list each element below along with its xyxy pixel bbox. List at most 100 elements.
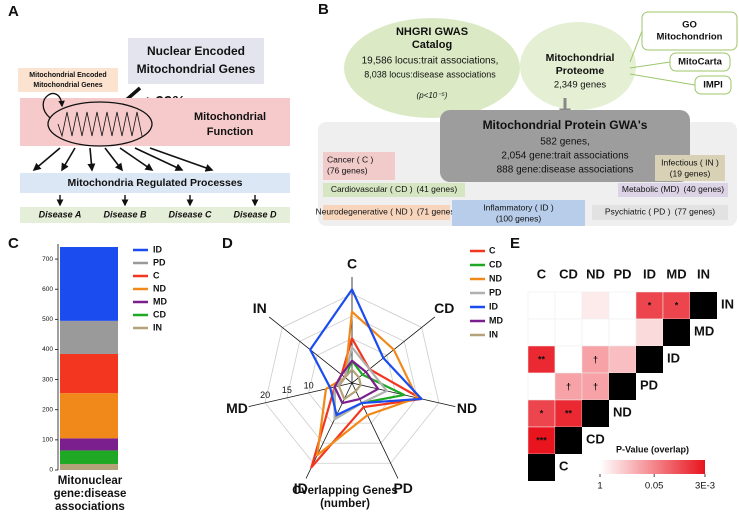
arrow — [61, 147, 76, 172]
diagonal-cell — [636, 346, 663, 373]
diagonal-cell — [609, 373, 636, 400]
diagonal-cell — [528, 454, 555, 481]
diagonal-cell — [582, 400, 609, 427]
y-tick-label: 0 — [49, 467, 53, 474]
processes-band — [20, 173, 290, 193]
bar-segment — [60, 463, 118, 470]
proteome-genes: 2,349 genes — [554, 80, 607, 91]
nuclear-text: Mitochondrial Genes — [137, 62, 256, 76]
bar-segment — [60, 247, 118, 321]
arrow — [119, 147, 154, 171]
source-text: GO — [682, 20, 697, 31]
y-tick-label: 600 — [42, 286, 53, 293]
category-label: MD — [226, 400, 248, 416]
processes-text: Mitochondria Regulated Processes — [67, 177, 242, 189]
y-label: ND — [613, 404, 632, 419]
source-box — [669, 52, 731, 72]
y-label: ID — [667, 350, 680, 365]
class-box — [323, 152, 395, 180]
gwas-ellipse — [344, 18, 520, 118]
legend-label: MD — [489, 315, 503, 325]
heat-cell — [608, 345, 637, 374]
color-tick-label: 3E-3 — [695, 481, 715, 492]
function-text: Mitochondrial — [194, 111, 266, 123]
category-label: IN — [253, 300, 267, 316]
cristae — [57, 111, 143, 138]
legend-label: ND — [153, 283, 166, 293]
class-box — [323, 183, 465, 197]
nuclear-box — [128, 38, 264, 84]
cell-label: * — [540, 408, 544, 418]
class-box — [655, 155, 725, 181]
bar-segment — [60, 320, 118, 354]
legend-label: CD — [153, 309, 166, 319]
class-genes: (71 genes) — [417, 207, 458, 217]
heat-cell — [554, 318, 583, 347]
class-name: Inflammatory ( ID ) — [483, 202, 554, 212]
legend-label: C — [489, 245, 496, 255]
heat-cell — [608, 318, 637, 347]
y-label: PD — [640, 377, 658, 392]
gwas-text: 19,586 locus:trait associations, — [362, 56, 499, 67]
mitochondrion — [47, 101, 153, 147]
panel-label: A — [8, 3, 19, 20]
proteome-title: Mitochondrial — [546, 52, 615, 64]
arrow — [87, 147, 96, 172]
legend-label: ND — [489, 273, 502, 283]
gwa-text: 888 gene:disease associations — [497, 165, 634, 176]
disease-text: Disease A — [39, 209, 82, 219]
legend-label: ID — [489, 301, 499, 311]
arrow — [149, 147, 214, 172]
y-label: CD — [586, 431, 605, 446]
class-genes: (100 genes) — [496, 213, 542, 223]
x-label: CD — [559, 266, 578, 281]
mito-encoded-text: Mitochondrial Encoded — [29, 72, 106, 79]
connector — [629, 73, 696, 86]
cell-label: *** — [536, 435, 547, 445]
x-label: ND — [586, 266, 605, 281]
y-tick-label: 200 — [42, 406, 53, 413]
heat-cell — [635, 318, 664, 347]
class-genes: (40 genes) — [683, 184, 724, 194]
class-box — [618, 183, 728, 197]
color-tick-label: 1 — [597, 481, 602, 492]
class-label: Cardiovascular ( CD ) (41 genes) — [331, 184, 458, 194]
source-box — [694, 75, 732, 95]
class-label: Psychiatric ( PD ) (77 genes) — [605, 207, 715, 217]
feedback-arrow — [42, 93, 65, 119]
cell-label: * — [648, 300, 652, 310]
heat-cell — [581, 345, 610, 374]
gwas-title: Catalog — [412, 39, 452, 51]
class-label: Metabolic (MD) (40 genes) — [622, 184, 724, 194]
cell-label: † — [593, 354, 598, 364]
class-label: Neurodegenerative ( ND ) (71 genes) — [316, 207, 458, 217]
heat-cell — [554, 345, 583, 374]
grid-ring — [264, 293, 440, 464]
bar-segment — [60, 353, 118, 394]
function-text: Function — [207, 126, 254, 138]
nuclear-text: Nuclear Encoded — [147, 44, 245, 58]
x-label: C — [537, 266, 547, 281]
y-label: C — [559, 458, 569, 473]
color-tick-label: 0.05 — [645, 481, 664, 492]
disease-text: Disease B — [103, 209, 147, 219]
class-name: Cardiovascular ( CD ) — [331, 184, 413, 194]
x-label: MD — [666, 266, 686, 281]
class-genes: (77 genes) — [675, 207, 716, 217]
heat-cell — [662, 291, 691, 320]
legend-label: MD — [153, 296, 167, 306]
heat-cell — [527, 318, 556, 347]
x-label: PD — [613, 266, 631, 281]
class-genes: (19 genes) — [670, 168, 711, 178]
gwa-box — [440, 110, 690, 182]
proteome-ellipse — [520, 22, 636, 110]
class-genes: (76 genes) — [327, 165, 368, 175]
source-text: Mitochondrion — [657, 32, 723, 43]
radar-series — [337, 368, 362, 401]
gwa-text: 582 genes, — [540, 137, 590, 148]
radar-series — [333, 359, 380, 405]
panel-label: B — [318, 1, 329, 18]
legend-label: C — [153, 270, 160, 280]
x-axis-label: associations — [55, 501, 125, 512]
